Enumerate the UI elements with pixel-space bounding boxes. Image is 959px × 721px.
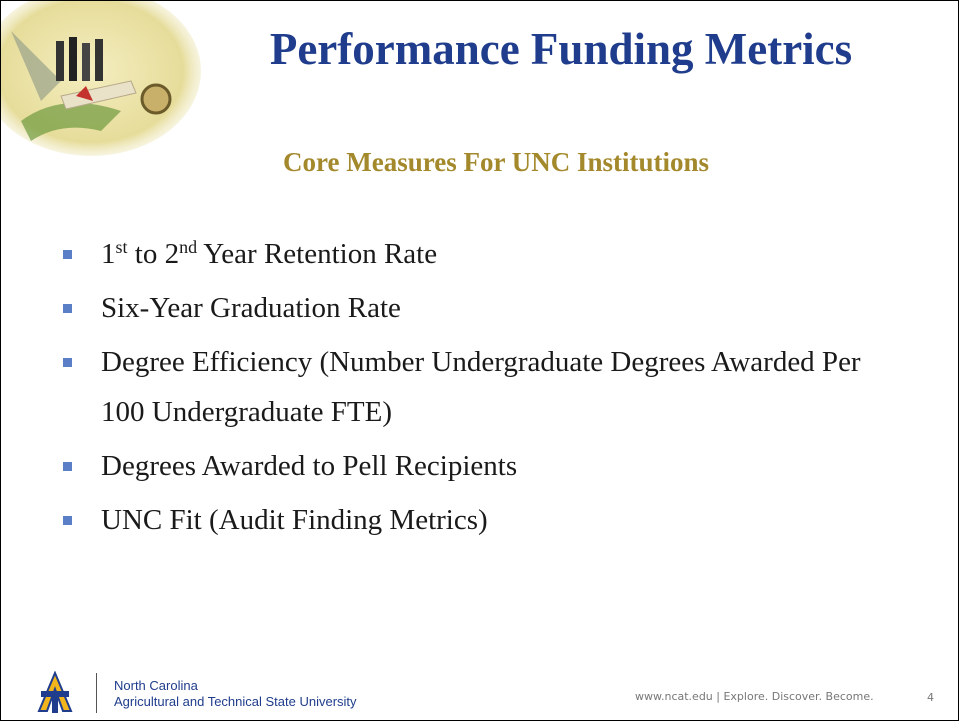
superscript: st [115, 237, 128, 257]
header-art [1, 1, 201, 156]
bullet-text: UNC Fit (Audit Finding Metrics) [101, 504, 488, 536]
bullet-item: Degree Efficiency (Number Undergraduate … [61, 337, 881, 437]
page-number: 4 [927, 691, 934, 704]
logo [37, 671, 73, 713]
bullet-marker [63, 250, 72, 259]
university-line: North Carolina [114, 678, 198, 693]
tagline: www.ncat.edu | Explore. Discover. Become… [635, 690, 874, 703]
bullet-text: Six-Year Graduation Rate [101, 292, 401, 324]
bullet-item: Six-Year Graduation Rate [61, 283, 881, 333]
bullet-item: UNC Fit (Audit Finding Metrics) [61, 495, 881, 545]
bullet-text: Degrees Awarded to Pell Recipients [101, 450, 518, 482]
bullet-marker [63, 358, 72, 367]
bullet-text: 1 [101, 238, 116, 270]
title: Performance Funding Metrics [269, 24, 853, 74]
subtitle: Core Measures For UNC Institutions [283, 147, 709, 177]
bullet-item: 1st to 2nd Year Retention Rate [61, 229, 881, 279]
bullet-marker [63, 516, 72, 525]
bullet-marker [63, 304, 72, 313]
bullet-list: 1st to 2nd Year Retention Rate Six-Year G… [61, 229, 881, 549]
university-name: North Carolina Agricultural and Technica… [114, 678, 357, 710]
bullet-item: Degrees Awarded to Pell Recipients [61, 441, 881, 491]
bullet-text: Degree Efficiency (Number Undergraduate … [101, 346, 861, 428]
university-line: Agricultural and Technical State Univers… [114, 694, 357, 709]
divider [96, 673, 97, 713]
bullet-marker [63, 462, 72, 471]
bullet-text: Year Retention Rate [197, 238, 438, 270]
superscript: nd [179, 237, 198, 257]
bullet-text: to 2 [127, 238, 180, 270]
